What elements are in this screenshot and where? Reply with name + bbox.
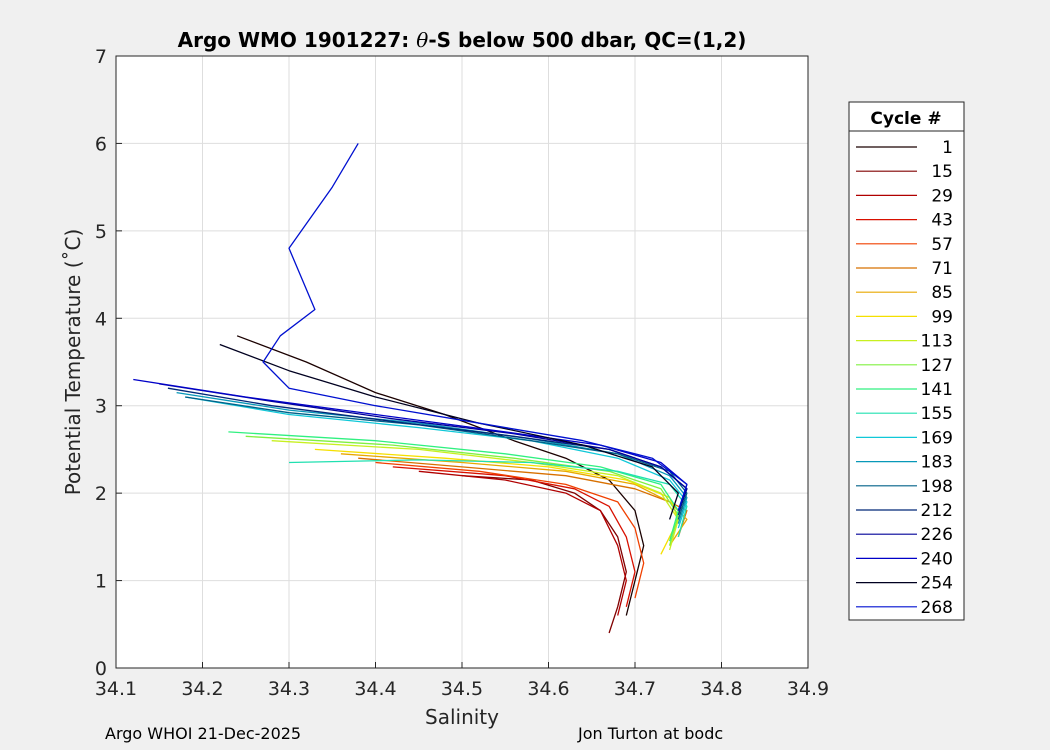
footer-left: Argo WHOI 21-Dec-2025 [105, 724, 302, 743]
legend-label-15: 15 [931, 162, 953, 182]
legend-label-183: 183 [921, 453, 953, 473]
y-axis-label: Potential Temperature (˚C) [61, 229, 85, 496]
y-tick-label: 7 [95, 46, 107, 68]
y-tick-label: 4 [95, 308, 107, 330]
series-line-71 [358, 457, 688, 538]
legend-label-113: 113 [921, 332, 953, 352]
legend-label-127: 127 [921, 356, 953, 376]
legend-label-43: 43 [931, 211, 953, 231]
y-tick-label: 0 [95, 658, 107, 680]
legend-label-169: 169 [921, 428, 953, 448]
y-tick-label: 1 [95, 571, 107, 593]
legend-label-1: 1 [942, 138, 953, 158]
series-group [133, 143, 688, 634]
legend-label-212: 212 [921, 501, 953, 521]
x-tick-label: 34.7 [614, 678, 656, 700]
legend-label-29: 29 [931, 186, 953, 206]
series-line-198 [185, 396, 688, 520]
x-axis-label: Salinity [425, 705, 499, 729]
y-tick-label: 5 [95, 221, 107, 243]
x-tick-labels: 34.1 34.2 34.3 34.4 34.5 34.6 34.7 34.8 34.9 [95, 678, 829, 700]
series-line-268 [262, 143, 688, 511]
chart-title-suffix: -S below 500 dbar, QC=(1,2) [428, 28, 746, 52]
legend-label-268: 268 [921, 598, 953, 618]
legend-label-71: 71 [931, 259, 953, 279]
legend-label-141: 141 [921, 380, 953, 400]
chart-title-prefix: Argo WMO 1901227: [178, 28, 417, 52]
legend-label-240: 240 [921, 549, 953, 569]
legend-label-254: 254 [921, 574, 953, 594]
series-line-1 [236, 335, 645, 616]
legend-label-155: 155 [921, 404, 953, 424]
legend-label-198: 198 [921, 477, 953, 497]
y-tick-label: 2 [95, 483, 107, 505]
series-line-85 [340, 453, 688, 546]
legend-label-99: 99 [931, 307, 953, 327]
axes-box [115, 55, 809, 669]
y-tick-label: 6 [95, 133, 107, 155]
y-tick-label: 3 [95, 396, 107, 418]
chart-title: Argo WMO 1901227: θ-S below 500 dbar, QC… [178, 28, 747, 52]
series-line-57 [375, 461, 645, 599]
legend: Cycle # 1 15 29 43 57 71 85 99 113 127 141 155 169 18… [848, 101, 965, 621]
series-line-226 [159, 383, 688, 511]
series-line-29 [418, 470, 627, 616]
footer-right: Jon Turton at bodc [578, 724, 724, 743]
x-tick-label: 34.9 [787, 678, 829, 700]
chart-title-theta: θ [416, 28, 428, 52]
legend-label-226: 226 [921, 525, 953, 545]
legend-items: 1 15 29 43 57 71 85 99 113 127 141 155 169 183 198 212 2… [856, 138, 953, 618]
x-tick-label: 34.2 [181, 678, 223, 700]
x-tick-label: 34.5 [441, 678, 483, 700]
x-tick-label: 34.6 [527, 678, 569, 700]
x-tick-label: 34.3 [268, 678, 310, 700]
y-tick-labels: 0 1 2 3 4 5 6 7 [95, 46, 107, 680]
x-tick-label: 34.8 [700, 678, 742, 700]
legend-label-85: 85 [931, 283, 953, 303]
series-line-254 [219, 343, 679, 520]
legend-title: Cycle # [870, 109, 941, 129]
x-tick-label: 34.4 [354, 678, 396, 700]
series-line-155 [288, 459, 688, 538]
x-tick-label: 34.1 [95, 678, 137, 700]
legend-label-57: 57 [931, 235, 953, 255]
grid [115, 55, 809, 669]
